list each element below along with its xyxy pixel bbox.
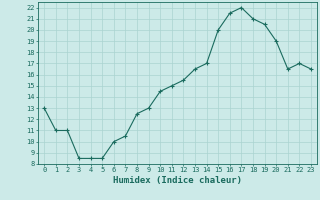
X-axis label: Humidex (Indice chaleur): Humidex (Indice chaleur) [113,176,242,185]
